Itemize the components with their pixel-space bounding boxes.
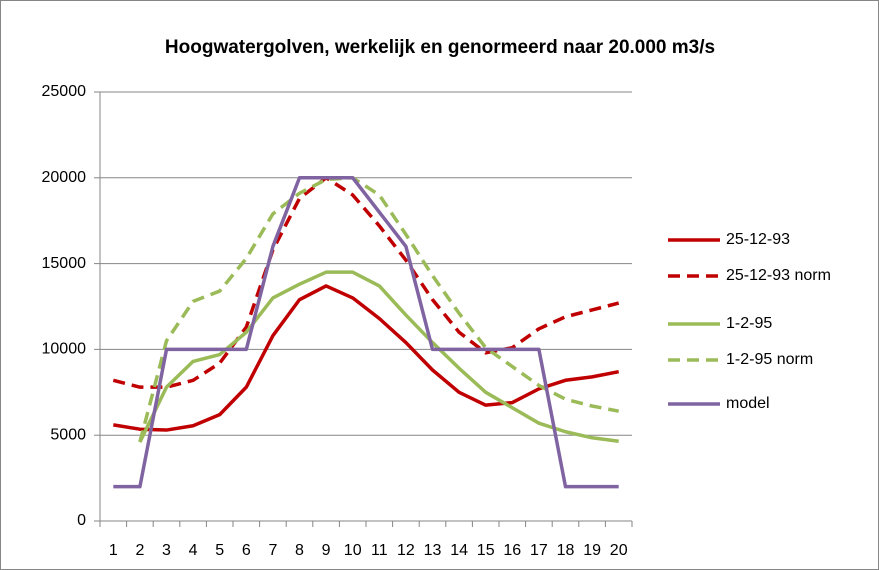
x-tick-label: 14	[450, 542, 468, 559]
y-tick-label: 10000	[42, 341, 87, 358]
y-tick-label: 15000	[42, 255, 87, 272]
x-tick-label: 18	[557, 542, 575, 559]
x-tick-label: 9	[322, 542, 331, 559]
x-tick-label: 10	[344, 542, 362, 559]
x-tick-label: 3	[162, 542, 171, 559]
series-line	[138, 270, 619, 443]
y-tick-label: 5000	[50, 426, 86, 443]
series-line	[112, 176, 620, 389]
x-tick-label: 4	[189, 542, 198, 559]
x-tick-label: 2	[135, 542, 144, 559]
x-tick-label: 6	[242, 542, 251, 559]
x-tick-label: 11	[371, 542, 388, 559]
x-tick-label: 15	[477, 542, 495, 559]
legend-label: 25-12-93 norm	[726, 267, 831, 284]
x-tick-label: 5	[215, 542, 224, 559]
legend-label: 1-2-95 norm	[726, 351, 813, 368]
legend-label: 25-12-93	[726, 231, 790, 248]
series-line	[113, 176, 619, 489]
legend-label: 1-2-95	[726, 315, 772, 332]
x-tick-label: 13	[424, 542, 442, 559]
chart-title: Hoogwatergolven, werkelijk en genormeerd…	[165, 37, 715, 58]
x-tick-label: 12	[397, 542, 415, 559]
series-line	[113, 284, 620, 432]
x-tick-label: 19	[583, 542, 601, 559]
y-tick-label: 0	[77, 512, 86, 529]
x-tick-label: 20	[610, 542, 628, 559]
x-tick-label: 1	[109, 542, 118, 559]
series-line	[138, 176, 620, 443]
y-tick-label: 20000	[42, 169, 87, 186]
x-tick-label: 8	[295, 542, 304, 559]
x-tick-label: 7	[268, 542, 277, 559]
x-tick-label: 17	[530, 542, 548, 559]
legend-label: model	[726, 395, 770, 412]
x-tick-label: 16	[503, 542, 521, 559]
y-tick-label: 25000	[42, 83, 87, 100]
